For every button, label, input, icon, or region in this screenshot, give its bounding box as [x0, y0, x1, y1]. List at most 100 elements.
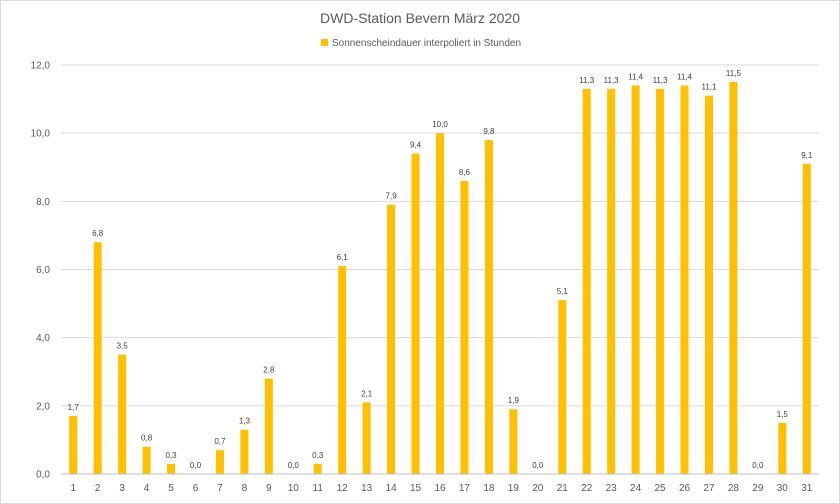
- x-tick-label: 5: [168, 483, 174, 494]
- bar: [802, 163, 811, 474]
- data-label: 3,5: [117, 342, 129, 351]
- data-label: 6,8: [92, 229, 104, 238]
- x-tick-label: 28: [728, 483, 740, 494]
- legend: Sonnenscheindauer interpoliert in Stunde…: [321, 38, 521, 49]
- bar: [680, 85, 689, 474]
- data-label: 0,3: [165, 451, 177, 460]
- x-tick-label: 26: [679, 483, 691, 494]
- data-label: 11,3: [653, 76, 669, 85]
- data-labels: 1,7 6,8 3,5 0,8 0,3 0,0 0,7 1,3 2,8 0,0 0,3 6,1 2,1 7…: [68, 69, 813, 470]
- data-label: 0,7: [214, 437, 226, 446]
- x-tick-label: 2: [95, 483, 101, 494]
- data-label: 0,0: [288, 461, 300, 470]
- data-label: 11,3: [604, 76, 620, 85]
- x-tick-label: 7: [217, 483, 223, 494]
- y-tick-label: 10,0: [31, 129, 51, 140]
- x-axis-tick-labels: 1 2 3 4 5 6 7 8 9 10 11 12 13 14 15 16 17 18 19 20 21 22 23 24 2…: [70, 483, 812, 494]
- x-tick-label: 19: [508, 483, 520, 494]
- bar: [509, 409, 518, 474]
- x-tick-label: 16: [434, 483, 446, 494]
- data-label: 11,4: [628, 72, 644, 81]
- x-tick-label: 9: [266, 483, 272, 494]
- bars: [69, 82, 811, 475]
- bar: [118, 354, 127, 474]
- bar: [167, 463, 176, 474]
- bar: [387, 204, 396, 474]
- data-label: 1,9: [508, 396, 520, 405]
- data-label: 6,1: [337, 253, 349, 262]
- bar: [93, 242, 102, 474]
- x-tick-label: 24: [630, 483, 642, 494]
- x-tick-label: 10: [288, 483, 300, 494]
- bar: [704, 95, 713, 475]
- x-tick-label: 20: [532, 483, 544, 494]
- data-label: 9,1: [801, 151, 813, 160]
- x-tick-label: 13: [361, 483, 373, 494]
- data-label: 11,4: [677, 72, 693, 81]
- bar: [607, 88, 616, 474]
- bar: [484, 139, 493, 474]
- legend-swatch: [321, 39, 328, 46]
- x-tick-label: 1: [70, 483, 76, 494]
- y-tick-label: 12,0: [31, 61, 51, 72]
- data-label: 11,1: [701, 83, 717, 92]
- bar: [264, 378, 273, 474]
- data-label: 1,3: [239, 417, 251, 426]
- bar: [142, 446, 151, 474]
- bar: [582, 88, 591, 474]
- x-tick-label: 12: [337, 483, 349, 494]
- x-tick-label: 30: [777, 483, 789, 494]
- x-tick-label: 25: [655, 483, 667, 494]
- data-label: 0,3: [312, 451, 324, 460]
- legend-label: Sonnenscheindauer interpoliert in Stunde…: [332, 38, 521, 49]
- bar: [411, 153, 420, 474]
- y-tick-label: 0,0: [36, 470, 50, 481]
- y-tick-label: 4,0: [36, 333, 50, 344]
- y-tick-label: 6,0: [36, 265, 50, 276]
- bar: [69, 416, 78, 474]
- x-tick-label: 22: [581, 483, 593, 494]
- y-tick-label: 2,0: [36, 401, 50, 412]
- x-tick-label: 8: [242, 483, 248, 494]
- bar: [215, 450, 224, 474]
- bar: [436, 133, 444, 474]
- x-tick-label: 18: [483, 483, 495, 494]
- data-label: 8,6: [459, 168, 471, 177]
- bar: [313, 463, 322, 474]
- x-tick-label: 27: [703, 483, 715, 494]
- data-label: 0,0: [752, 461, 764, 470]
- x-tick-label: 31: [801, 483, 813, 494]
- y-tick-label: 8,0: [36, 197, 50, 208]
- x-tick-label: 23: [606, 483, 618, 494]
- x-tick-label: 11: [313, 483, 324, 494]
- data-label: 1,7: [68, 403, 80, 412]
- x-tick-label: 15: [410, 483, 422, 494]
- data-label: 2,8: [263, 366, 275, 375]
- bar: [240, 429, 249, 474]
- x-tick-label: 3: [119, 483, 125, 494]
- data-label: 9,4: [410, 141, 422, 150]
- data-label: 11,3: [579, 76, 595, 85]
- data-label: 0,0: [190, 461, 202, 470]
- data-label: 5,1: [557, 287, 569, 296]
- bar: [656, 88, 665, 474]
- chart-title: DWD-Station Bevern März 2020: [320, 10, 520, 26]
- x-tick-label: 14: [386, 483, 398, 494]
- x-tick-label: 17: [459, 483, 471, 494]
- data-label: 7,9: [386, 192, 398, 201]
- bar: [338, 266, 347, 474]
- data-label: 0,0: [532, 461, 544, 470]
- bar: [778, 422, 787, 474]
- data-label: 11,5: [726, 69, 742, 78]
- x-tick-label: 6: [193, 483, 199, 494]
- bar: [729, 82, 738, 475]
- x-tick-label: 4: [144, 483, 150, 494]
- bar: [460, 180, 469, 474]
- x-tick-label: 29: [752, 483, 764, 494]
- data-label: 2,1: [361, 389, 373, 398]
- data-label: 9,8: [483, 127, 495, 136]
- data-label: 1,5: [777, 410, 789, 419]
- y-axis-tick-labels: 0,0 2,0 4,0 6,0 8,0 10,0 12,0: [31, 61, 51, 481]
